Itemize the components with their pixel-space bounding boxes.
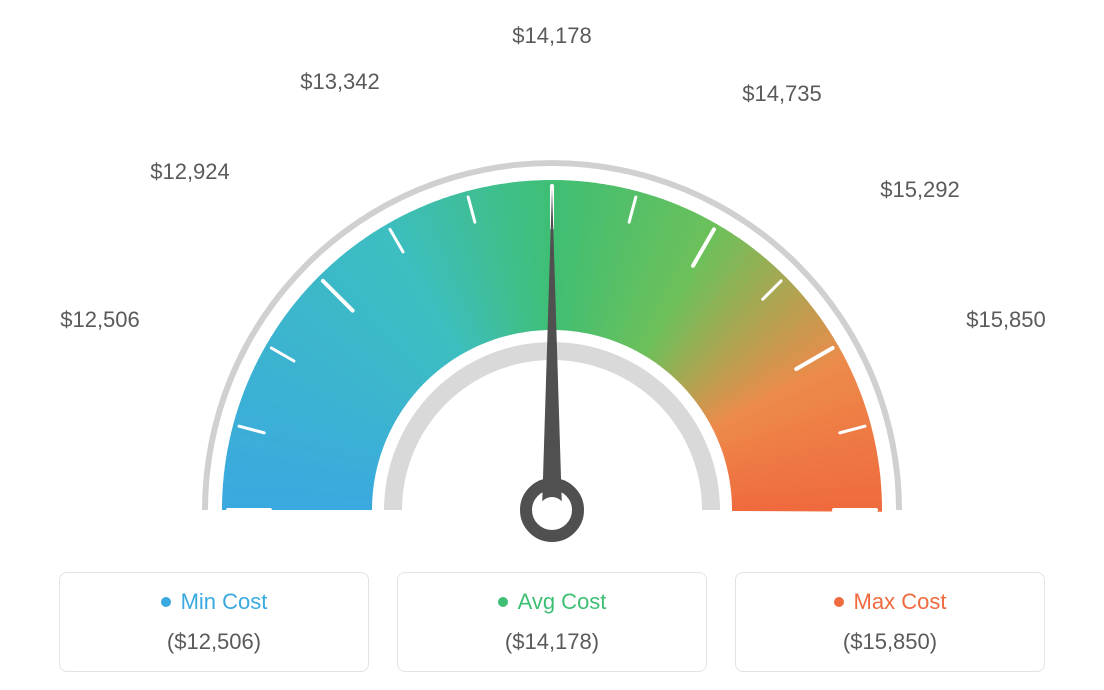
dot-icon	[834, 597, 844, 607]
legend-label-min: Min Cost	[181, 589, 268, 615]
chart-container: $12,506 $12,924 $13,342 $14,178 $14,735 $15,2…	[0, 0, 1104, 690]
legend-card-min: Min Cost ($12,506)	[59, 572, 369, 672]
gauge-area: $12,506 $12,924 $13,342 $14,178 $14,735 $15,2…	[0, 0, 1104, 560]
gauge-tick-label: $12,924	[150, 159, 230, 185]
gauge-tick-label: $15,850	[966, 307, 1046, 333]
dot-icon	[161, 597, 171, 607]
gauge-tick-label: $15,292	[880, 177, 960, 203]
gauge-tick-label: $12,506	[60, 307, 140, 333]
legend-value-max: ($15,850)	[746, 629, 1034, 655]
gauge-tick-label: $14,178	[512, 23, 592, 49]
gauge-tick-label: $14,735	[742, 81, 822, 107]
dot-icon	[498, 597, 508, 607]
legend-card-max: Max Cost ($15,850)	[735, 572, 1045, 672]
legend-label-avg: Avg Cost	[518, 589, 607, 615]
legend-title-max: Max Cost	[834, 589, 947, 615]
gauge-svg	[0, 0, 1104, 560]
legend-card-avg: Avg Cost ($14,178)	[397, 572, 707, 672]
gauge-tick-label: $13,342	[300, 69, 380, 95]
legend-value-min: ($12,506)	[70, 629, 358, 655]
legend-title-avg: Avg Cost	[498, 589, 607, 615]
legend-label-max: Max Cost	[854, 589, 947, 615]
legend-value-avg: ($14,178)	[408, 629, 696, 655]
legend-title-min: Min Cost	[161, 589, 268, 615]
legend-row: Min Cost ($12,506) Avg Cost ($14,178) Ma…	[0, 572, 1104, 672]
